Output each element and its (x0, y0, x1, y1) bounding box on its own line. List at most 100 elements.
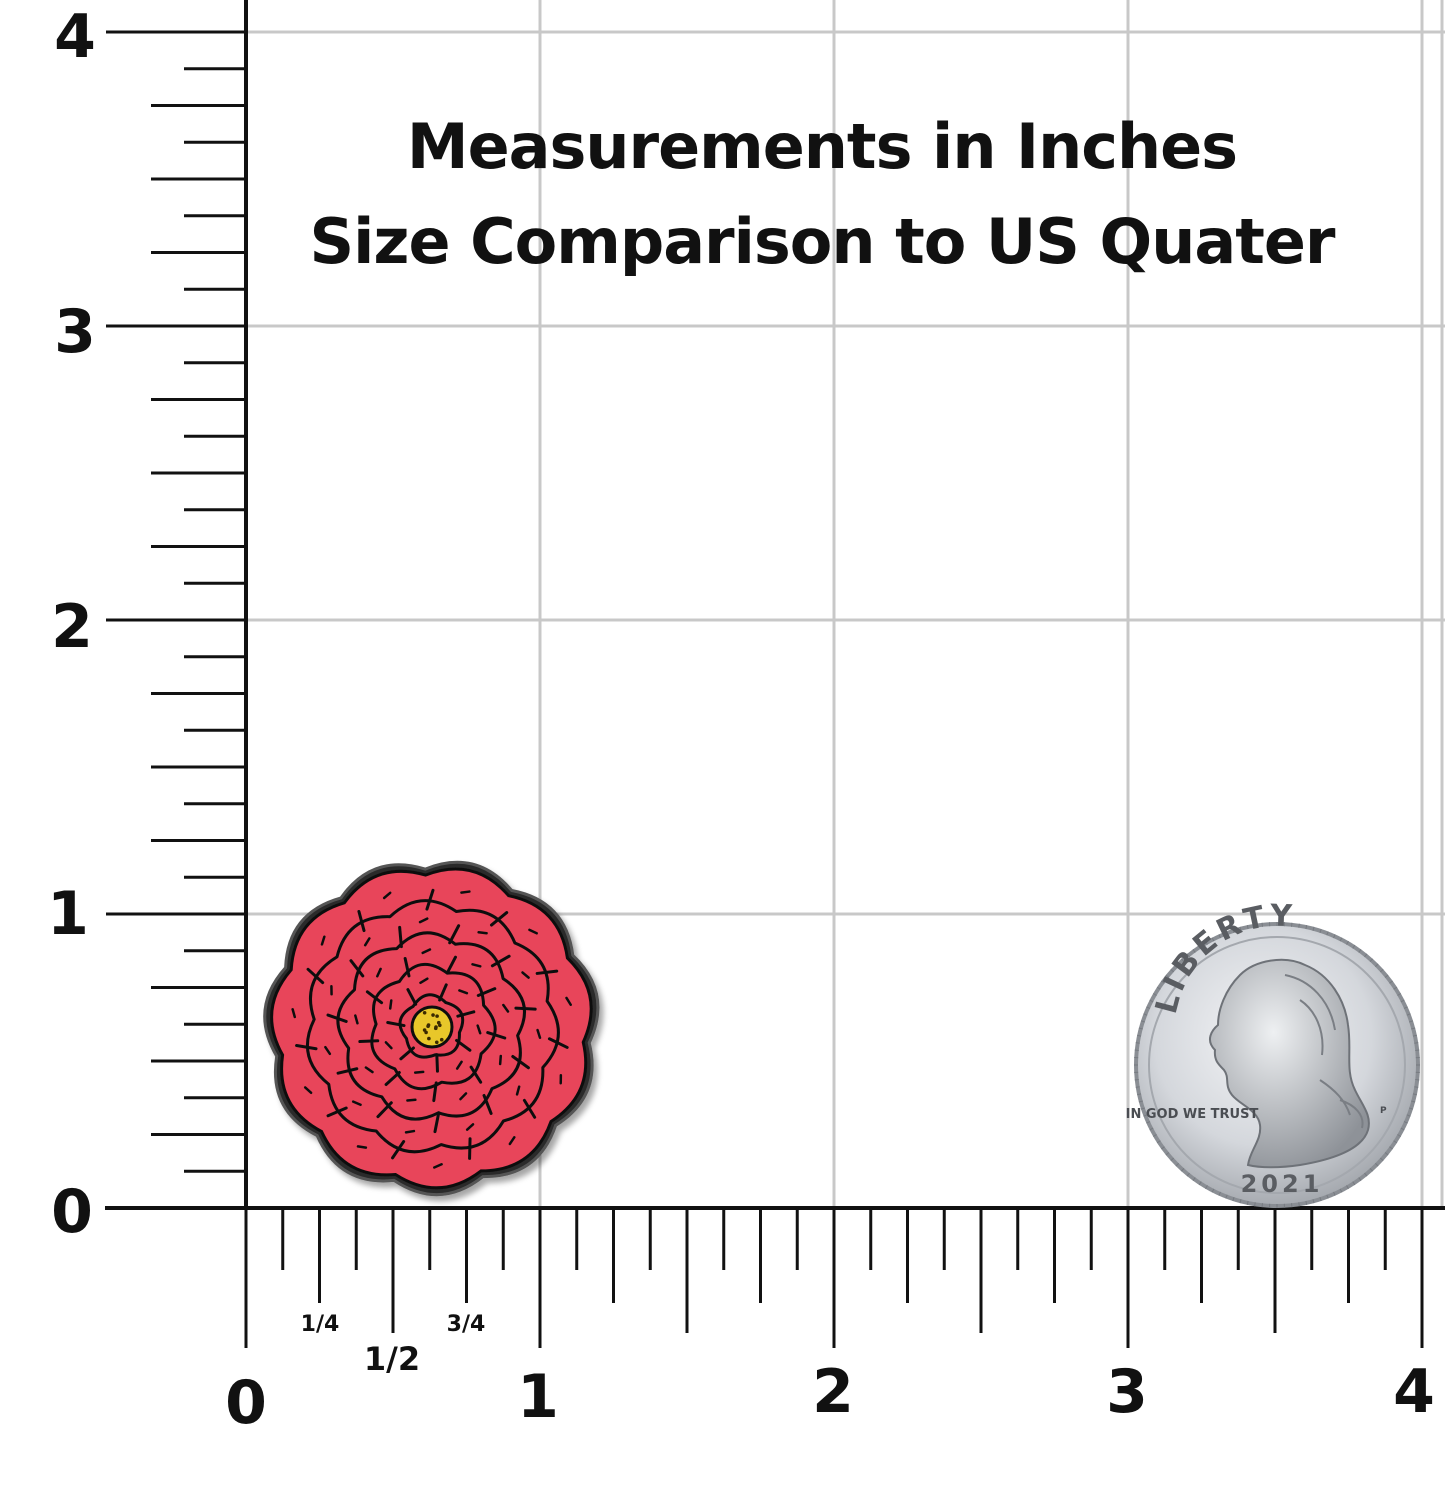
coin-reed (1192, 1177, 1196, 1181)
coin-reed (1369, 958, 1374, 963)
pin-petal-mark (460, 890, 471, 894)
coin-reed (1389, 980, 1393, 984)
pin-petal-mark (498, 1054, 503, 1066)
coin-reed (1379, 1157, 1384, 1162)
y-label-1: 1 (47, 879, 89, 949)
coin-reed (1298, 923, 1300, 928)
coin-reed (1369, 1167, 1374, 1172)
coin-reed (1186, 1172, 1190, 1177)
pin-petal-divider (306, 967, 325, 985)
pin-petal-divider (357, 909, 366, 933)
pin-petal-divider (391, 1140, 406, 1160)
coin-reed (1374, 963, 1379, 968)
pin-petal-mark (465, 1123, 475, 1131)
pin-petal-mark (351, 1100, 362, 1107)
pin-petal-divider (490, 954, 511, 968)
pin-petal-divider (432, 1081, 438, 1103)
coin-reed (1400, 1127, 1405, 1131)
pin-petal-divider (435, 1053, 439, 1073)
coin-reed (1135, 1086, 1140, 1088)
coin-reed (1225, 1194, 1228, 1199)
coin-reed (1246, 925, 1249, 930)
coin-reed (1412, 1093, 1417, 1096)
pin-petal-divider (482, 1093, 493, 1115)
pin-petal-mark (356, 1145, 368, 1149)
pin-petal-mark (521, 971, 530, 979)
pin-center-dot (433, 1026, 438, 1031)
y-label-4: 4 (54, 2, 96, 72)
coin-reed (1246, 1200, 1249, 1205)
coin-reed (1137, 1034, 1142, 1037)
pin-center-dot (439, 1037, 444, 1042)
coin-reed (1397, 1134, 1402, 1137)
x-fraction-three-quarter: 3/4 (447, 1312, 486, 1337)
pin-petal-divider (326, 1013, 348, 1023)
coin-reed (1358, 1177, 1362, 1181)
coin-reed (1400, 999, 1405, 1003)
pin-petal-mark (536, 1028, 542, 1039)
coin-reed (1140, 1107, 1145, 1110)
coin-reed (1389, 1146, 1393, 1150)
pin-petal-mark (433, 1163, 443, 1169)
pin-petal-mark (303, 1086, 313, 1095)
pin-petal-divider (469, 1065, 483, 1084)
coin-reed (1161, 1146, 1165, 1150)
coin-reed (1180, 1167, 1185, 1172)
pin-center-dot (426, 1023, 431, 1027)
coin-reed (1254, 923, 1256, 928)
coin-reed (1205, 1185, 1208, 1190)
pin-petal-mark (364, 1066, 374, 1074)
coin-reed (1393, 986, 1398, 990)
coin-reed (1138, 1100, 1143, 1103)
coin-reed (1414, 1042, 1419, 1044)
coin-reed (1305, 925, 1308, 930)
pin-petal-divider (349, 959, 365, 978)
coin-reed (1319, 928, 1322, 933)
pin-petal-divider (326, 1106, 348, 1118)
coin-reed (1175, 963, 1180, 968)
coin-reed (1156, 1140, 1161, 1144)
pin-petal-mark (419, 977, 429, 985)
coin-reed (1346, 940, 1349, 945)
pin-petal-divider (547, 1037, 569, 1049)
pin-petal-divider (535, 969, 559, 975)
coin-reed (1403, 1121, 1408, 1124)
pin-petal-divider (365, 990, 384, 1005)
coin-reed (1152, 993, 1157, 996)
pin-petal-divider (295, 1043, 318, 1051)
pin-petal-divider (425, 888, 435, 911)
pin-petal-divider (476, 987, 497, 997)
coin-reed (1339, 937, 1343, 942)
us-quarter-coin-icon: LIBERTY IN GOD WE TRUST 2021 P (1126, 898, 1420, 1208)
pin-center-dot (422, 1010, 427, 1015)
pin-petal-mark (458, 989, 469, 995)
coin-reed (1298, 1202, 1300, 1207)
x-label-3: 3 (1106, 1357, 1148, 1427)
coin-reed (1412, 1034, 1417, 1037)
pin-petal-divider (336, 1067, 359, 1075)
coin-reed (1352, 944, 1356, 949)
coin-reed (1319, 1197, 1322, 1202)
coin-reed (1137, 1093, 1142, 1096)
pin-petal-mark (384, 1041, 393, 1050)
pin-petal-divider (384, 1070, 401, 1087)
coin-reed (1397, 993, 1402, 996)
pin-petal-divider (486, 1031, 507, 1040)
coin-reed (1146, 1121, 1151, 1124)
pin-petal-mark (515, 1085, 521, 1096)
coin-reed (1156, 986, 1161, 990)
coin-reed (1379, 968, 1384, 973)
coin-reed (1232, 928, 1235, 933)
coin-reed (1140, 1020, 1145, 1023)
pin-petal-mark (421, 948, 432, 955)
coin-reed (1352, 1181, 1356, 1186)
y-label-0: 0 (51, 1177, 93, 1247)
coin-reed (1384, 974, 1389, 978)
coin-reed (1333, 934, 1336, 939)
pin-petal-mark (354, 1014, 359, 1025)
pin-petal-divider (448, 924, 461, 945)
pin-petal-divider (489, 911, 509, 927)
x-fraction-half: 1/2 (364, 1340, 420, 1378)
coin-reed (1254, 1202, 1256, 1207)
